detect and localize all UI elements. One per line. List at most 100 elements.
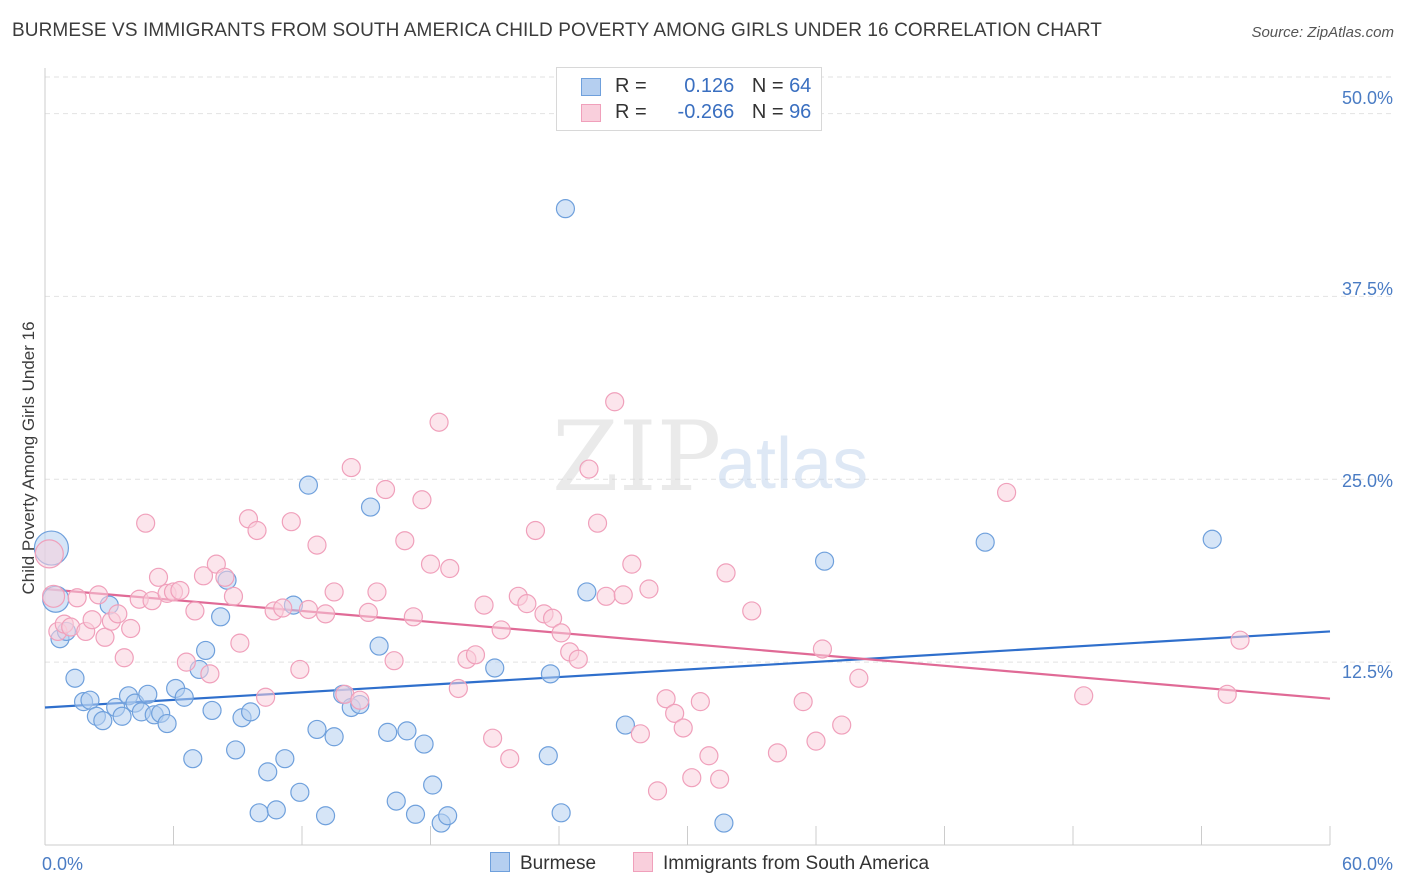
legend-label-burmese: Burmese (520, 853, 597, 874)
point-immigrants (341, 457, 361, 478)
point-immigrants (474, 595, 494, 615)
legend-n-value: 96 (789, 101, 812, 123)
legend-r-value: 0.126 (684, 75, 735, 97)
point-immigrants (281, 512, 301, 532)
point-immigrants (1217, 684, 1237, 704)
legend-n-label: N = (751, 101, 784, 123)
point-burmese (1202, 529, 1222, 549)
point-immigrants (230, 633, 250, 653)
point-burmese (290, 782, 310, 802)
point-immigrants (384, 651, 404, 671)
point-immigrants (148, 567, 169, 587)
point-immigrants (367, 582, 387, 602)
point-immigrants (630, 724, 650, 744)
point-immigrants (114, 648, 134, 668)
point-burmese (615, 715, 635, 735)
chart-source: Source: ZipAtlas.com (1251, 24, 1394, 41)
point-burmese (386, 791, 406, 811)
point-immigrants (193, 566, 214, 586)
trend-line-immigrants (44, 587, 1331, 700)
point-burmese (258, 762, 278, 782)
point-immigrants (1230, 630, 1250, 650)
x-tick-label: 60.0% (1342, 854, 1393, 874)
point-immigrants (849, 668, 869, 688)
legend-r-label: R = (615, 75, 647, 97)
point-immigrants (793, 692, 813, 712)
point-immigrants (290, 659, 310, 680)
legend-r-label: R = (615, 101, 647, 123)
point-immigrants (34, 539, 64, 569)
point-burmese (241, 702, 261, 722)
point-immigrants (82, 610, 102, 630)
point-immigrants (525, 520, 546, 541)
point-immigrants (41, 584, 66, 608)
point-immigrants (742, 601, 762, 621)
point-burmese (975, 532, 995, 552)
point-immigrants (639, 579, 659, 599)
point-immigrants (255, 687, 276, 707)
point-immigrants (716, 563, 736, 583)
point-immigrants (656, 689, 676, 709)
point-immigrants (579, 459, 599, 479)
point-immigrants (587, 513, 608, 533)
legend-r-value: -0.266 (677, 101, 735, 123)
point-burmese (307, 719, 327, 740)
point-burmese (249, 803, 269, 823)
y-tick-label: 12.5% (1342, 662, 1393, 682)
point-immigrants (448, 678, 468, 699)
point-burmese (577, 582, 597, 602)
legend-n-label: N = (751, 75, 784, 97)
point-immigrants (350, 690, 370, 710)
point-immigrants (551, 623, 571, 643)
point-immigrants (273, 598, 293, 618)
point-immigrants (185, 601, 205, 621)
legend-swatch-immigrants (633, 852, 653, 872)
point-immigrants (568, 649, 588, 669)
point-burmese (157, 713, 177, 734)
point-immigrants (412, 490, 432, 510)
point-immigrants (67, 588, 87, 608)
correlation-legend: R = 0.126 N = 64 R = -0.266 N = 96 (556, 67, 822, 131)
point-burmese (138, 684, 158, 704)
point-immigrants (710, 769, 730, 789)
watermark-zip: ZIP (552, 401, 721, 513)
point-burmese (80, 690, 100, 710)
point-immigrants (440, 558, 460, 579)
point-burmese (485, 658, 505, 678)
point-immigrants (215, 567, 235, 587)
point-burmese (211, 607, 231, 627)
point-burmese (360, 497, 381, 517)
point-burmese (438, 806, 458, 826)
point-immigrants (108, 604, 128, 624)
watermark-atlas: atlas (716, 424, 868, 504)
point-burmese (551, 803, 571, 823)
point-immigrants (673, 718, 693, 738)
point-immigrants (176, 652, 196, 672)
point-immigrants (500, 749, 520, 769)
point-immigrants (542, 608, 563, 628)
point-burmese (174, 687, 194, 707)
point-burmese (298, 475, 319, 495)
point-immigrants (298, 599, 319, 620)
point-immigrants (682, 768, 702, 788)
point-immigrants (1074, 686, 1094, 706)
legend-swatch-burmese (490, 852, 510, 872)
point-immigrants (170, 580, 190, 601)
point-immigrants (136, 513, 156, 533)
point-immigrants (690, 692, 710, 712)
point-burmese (369, 636, 389, 656)
point-immigrants (358, 602, 378, 623)
point-immigrants (647, 781, 668, 801)
point-immigrants (429, 412, 449, 432)
y-tick-label: 50.0% (1342, 88, 1393, 108)
point-burmese (93, 711, 113, 731)
point-immigrants (395, 531, 415, 551)
point-immigrants (491, 620, 511, 640)
x-tick-label: 0.0% (42, 854, 83, 874)
point-burmese (196, 640, 216, 661)
point-burmese (183, 749, 203, 769)
point-immigrants (665, 703, 685, 723)
point-burmese (226, 740, 246, 760)
y-tick-label: 25.0% (1342, 471, 1393, 491)
point-immigrants (465, 645, 486, 665)
